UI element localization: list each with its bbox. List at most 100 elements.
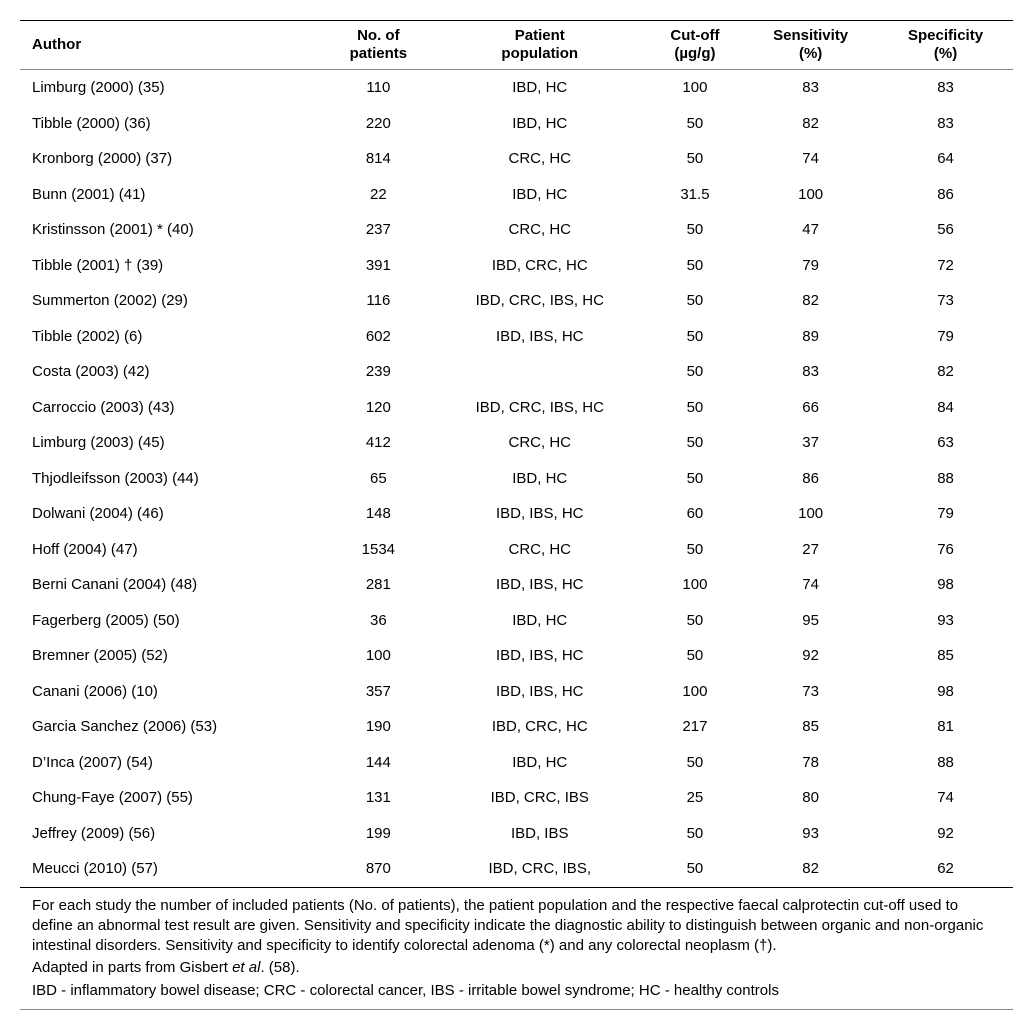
cell-author: Garcia Sanchez (2006) (53) [20,709,324,745]
cell-spec: 84 [878,390,1013,426]
cell-author: Berni Canani (2004) (48) [20,567,324,603]
cell-patients: 148 [324,496,433,532]
table-row: Bremner (2005) (52)100IBD, IBS, HC509285 [20,638,1013,674]
cell-patients: 116 [324,283,433,319]
cell-sens: 80 [743,780,878,816]
cell-author: Limburg (2000) (35) [20,70,324,106]
cell-patients: 144 [324,745,433,781]
cell-spec: 81 [878,709,1013,745]
cell-cutoff: 50 [647,319,744,355]
cell-patients: 239 [324,354,433,390]
cell-population: IBD, IBS, HC [433,567,647,603]
cell-author: Carroccio (2003) (43) [20,390,324,426]
cell-cutoff: 50 [647,603,744,639]
cell-patients: 391 [324,248,433,284]
cell-patients: 237 [324,212,433,248]
cell-population: IBD, CRC, IBS, HC [433,283,647,319]
cell-sens: 93 [743,816,878,852]
cell-spec: 83 [878,106,1013,142]
cell-author: Kronborg (2000) (37) [20,141,324,177]
table-row: D’Inca (2007) (54)144IBD, HC507888 [20,745,1013,781]
table-row: Limburg (2000) (35)110IBD, HC1008383 [20,70,1013,106]
cell-population: IBD, IBS, HC [433,674,647,710]
cell-sens: 82 [743,106,878,142]
cell-cutoff: 50 [647,390,744,426]
cell-sens: 95 [743,603,878,639]
table-row: Bunn (2001) (41)22IBD, HC31.510086 [20,177,1013,213]
cell-cutoff: 50 [647,638,744,674]
cell-patients: 602 [324,319,433,355]
cell-population: CRC, HC [433,532,647,568]
table-row: Dolwani (2004) (46)148IBD, IBS, HC601007… [20,496,1013,532]
cell-population: IBD, IBS [433,816,647,852]
cell-sens: 83 [743,70,878,106]
table-row: Carroccio (2003) (43)120IBD, CRC, IBS, H… [20,390,1013,426]
cell-patients: 281 [324,567,433,603]
footnote-legend: IBD - inflammatory bowel disease; CRC - … [32,981,1001,1001]
cell-author: Kristinsson (2001) * (40) [20,212,324,248]
table-row: Berni Canani (2004) (48)281IBD, IBS, HC1… [20,567,1013,603]
cell-spec: 98 [878,674,1013,710]
cell-spec: 72 [878,248,1013,284]
study-table: Author No. ofpatients Patientpopulation … [20,20,1013,888]
table-row: Chung-Faye (2007) (55)131IBD, CRC, IBS25… [20,780,1013,816]
cell-patients: 36 [324,603,433,639]
cell-author: Bunn (2001) (41) [20,177,324,213]
table-row: Tibble (2002) (6)602IBD, IBS, HC508979 [20,319,1013,355]
cell-cutoff: 60 [647,496,744,532]
table-row: Tibble (2000) (36)220IBD, HC508283 [20,106,1013,142]
footnote-adapted-b: et al [232,959,260,976]
cell-spec: 79 [878,496,1013,532]
cell-patients: 110 [324,70,433,106]
cell-spec: 76 [878,532,1013,568]
cell-sens: 74 [743,141,878,177]
table-row: Summerton (2002) (29)116IBD, CRC, IBS, H… [20,283,1013,319]
table-row: Kronborg (2000) (37)814CRC, HC507464 [20,141,1013,177]
cell-cutoff: 50 [647,816,744,852]
cell-sens: 85 [743,709,878,745]
cell-population: CRC, HC [433,141,647,177]
cell-patients: 100 [324,638,433,674]
col-patients: No. ofpatients [324,21,433,70]
cell-spec: 73 [878,283,1013,319]
cell-cutoff: 25 [647,780,744,816]
table-body: Limburg (2000) (35)110IBD, HC1008383Tibb… [20,70,1013,888]
cell-author: Jeffrey (2009) (56) [20,816,324,852]
cell-patients: 412 [324,425,433,461]
cell-sens: 92 [743,638,878,674]
table-footnote: For each study the number of included pa… [20,888,1013,1010]
cell-population: IBD, HC [433,603,647,639]
cell-sens: 100 [743,496,878,532]
cell-spec: 62 [878,851,1013,887]
cell-sens: 79 [743,248,878,284]
cell-author: Chung-Faye (2007) (55) [20,780,324,816]
cell-patients: 190 [324,709,433,745]
footnote-adapted-a: Adapted in parts from Gisbert [32,959,232,976]
col-population: Patientpopulation [433,21,647,70]
cell-cutoff: 100 [647,70,744,106]
cell-population [433,354,647,390]
cell-spec: 86 [878,177,1013,213]
cell-patients: 120 [324,390,433,426]
footnote-adapted: Adapted in parts from Gisbert et al. (58… [32,958,1001,978]
cell-author: Tibble (2002) (6) [20,319,324,355]
table-row: Hoff (2004) (47)1534CRC, HC502776 [20,532,1013,568]
cell-cutoff: 100 [647,567,744,603]
cell-population: IBD, HC [433,177,647,213]
cell-patients: 814 [324,141,433,177]
cell-cutoff: 50 [647,745,744,781]
cell-population: IBD, IBS, HC [433,638,647,674]
table-row: Costa (2003) (42)239508382 [20,354,1013,390]
cell-spec: 74 [878,780,1013,816]
cell-population: CRC, HC [433,425,647,461]
cell-sens: 100 [743,177,878,213]
cell-author: Tibble (2000) (36) [20,106,324,142]
cell-sens: 78 [743,745,878,781]
col-specificity: Specificity(%) [878,21,1013,70]
cell-population: IBD, CRC, HC [433,709,647,745]
cell-spec: 56 [878,212,1013,248]
cell-spec: 79 [878,319,1013,355]
cell-spec: 93 [878,603,1013,639]
cell-cutoff: 50 [647,354,744,390]
cell-patients: 870 [324,851,433,887]
